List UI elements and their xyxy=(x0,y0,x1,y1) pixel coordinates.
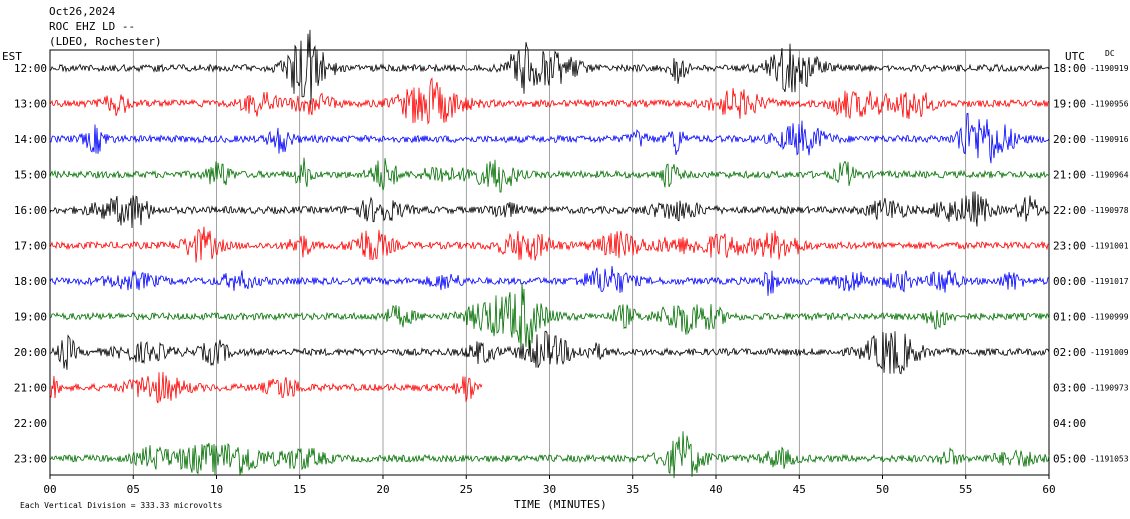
x-tick-label: 40 xyxy=(709,483,722,496)
seismic-trace xyxy=(49,77,1050,125)
seismic-trace xyxy=(49,330,1050,375)
utc-hour-label: 20:00 xyxy=(1053,133,1086,146)
dc-offset-label: -1190978 xyxy=(1090,206,1129,215)
x-tick-label: 50 xyxy=(876,483,889,496)
seismic-trace xyxy=(49,112,1050,164)
scale-note: Each Vertical Division = 333.33 microvol… xyxy=(20,501,222,510)
left-axis-title: EST xyxy=(2,50,22,63)
utc-hour-label: 22:00 xyxy=(1053,204,1086,217)
x-tick-label: 15 xyxy=(293,483,306,496)
est-hour-label: 17:00 xyxy=(14,240,47,253)
utc-hour-label: 00:00 xyxy=(1053,275,1086,288)
seismic-trace xyxy=(49,431,1050,479)
seismic-trace xyxy=(49,282,1050,353)
grid-lines xyxy=(49,50,1050,479)
est-hour-label: 14:00 xyxy=(14,133,47,146)
x-axis-title: TIME (MINUTES) xyxy=(514,498,607,511)
utc-hour-label: 02:00 xyxy=(1053,346,1086,359)
seismic-trace xyxy=(49,371,483,404)
seismic-trace xyxy=(49,265,1050,296)
est-hour-label: 12:00 xyxy=(14,62,47,75)
x-tick-label: 55 xyxy=(959,483,972,496)
dc-offset-label: -1190919 xyxy=(1090,64,1129,73)
x-tick-label: 25 xyxy=(460,483,473,496)
utc-hour-label: 03:00 xyxy=(1053,382,1086,395)
utc-hour-label: 05:00 xyxy=(1053,453,1086,466)
channel-label: ROC EHZ LD -- xyxy=(49,20,136,33)
dc-offset-label: -1191053 xyxy=(1090,455,1129,464)
est-hour-label: 21:00 xyxy=(14,382,47,395)
x-tick-label: 10 xyxy=(210,483,223,496)
est-hour-label: 20:00 xyxy=(14,346,47,359)
est-hour-label: 22:00 xyxy=(14,417,47,430)
x-tick-label: 05 xyxy=(127,483,140,496)
right-axis-title: UTC xyxy=(1065,50,1085,63)
est-hour-label: 23:00 xyxy=(14,453,47,466)
station-label: (LDEO, Rochester) xyxy=(49,35,162,48)
utc-hour-label: 19:00 xyxy=(1053,98,1086,111)
est-hour-label: 13:00 xyxy=(14,98,47,111)
dc-offset-label: -1190999 xyxy=(1090,313,1129,322)
x-tick-label: 00 xyxy=(43,483,56,496)
est-hour-label: 16:00 xyxy=(14,204,47,217)
dc-offset-label: -1191017 xyxy=(1090,277,1129,286)
utc-hour-label: 23:00 xyxy=(1053,240,1086,253)
est-hour-label: 15:00 xyxy=(14,169,47,182)
utc-hour-label: 18:00 xyxy=(1053,62,1086,75)
x-tick-label: 20 xyxy=(376,483,389,496)
axis-labels: 00 05 10 15 20 25 30 35 40 45 50 55 60 12:00 18:00 -119… xyxy=(14,62,1129,496)
dc-offset-label: -1190964 xyxy=(1090,171,1129,180)
dc-offset-label: -1190973 xyxy=(1090,384,1129,393)
dc-offset-label: -1190956 xyxy=(1090,100,1129,109)
seismic-traces xyxy=(49,29,1050,479)
utc-hour-label: 01:00 xyxy=(1053,311,1086,324)
x-tick-label: 30 xyxy=(543,483,556,496)
utc-hour-label: 21:00 xyxy=(1053,169,1086,182)
x-tick-label: 35 xyxy=(626,483,639,496)
utc-hour-label: 04:00 xyxy=(1053,417,1086,430)
x-tick-label: 60 xyxy=(1042,483,1055,496)
seismic-trace xyxy=(49,226,1050,263)
chart-date: Oct26,2024 xyxy=(49,5,116,18)
seismic-trace xyxy=(49,191,1050,229)
est-hour-label: 19:00 xyxy=(14,311,47,324)
dc-offset-label: -1191009 xyxy=(1090,348,1129,357)
est-hour-label: 18:00 xyxy=(14,275,47,288)
seismic-trace xyxy=(49,29,1050,105)
dc-offset-label: -1191001 xyxy=(1090,242,1129,251)
seismic-trace xyxy=(49,157,1050,193)
dc-header: DC xyxy=(1105,49,1115,58)
dc-offset-label: -1190916 xyxy=(1090,135,1129,144)
x-tick-label: 45 xyxy=(793,483,806,496)
